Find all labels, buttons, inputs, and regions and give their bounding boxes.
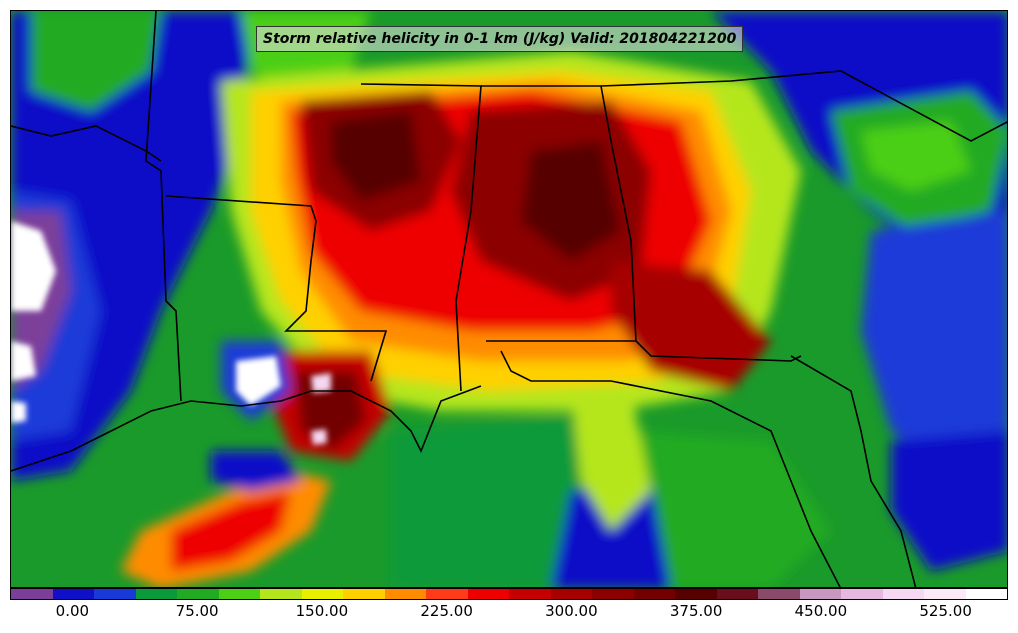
colorbar-tick-label: 75.00: [175, 602, 219, 620]
colorbar-tick-label: 300.00: [545, 602, 598, 620]
colorbar-segment: [218, 589, 260, 599]
colorbar-segment: [633, 589, 675, 599]
colorbar-segment: [716, 589, 758, 599]
colorbar: [10, 588, 1008, 600]
colorbar-segment: [94, 589, 136, 599]
colorbar-segment: [343, 589, 385, 599]
colorbar-tick-label: 225.00: [420, 602, 473, 620]
colorbar-segment: [260, 589, 302, 599]
colorbar-segment: [301, 589, 343, 599]
colorbar-segment: [924, 589, 966, 599]
colorbar-segment: [841, 589, 883, 599]
colorbar-segment: [52, 589, 94, 599]
colorbar-tick-label: 525.00: [919, 602, 972, 620]
colorbar-segment: [426, 589, 468, 599]
colorbar-segment: [675, 589, 717, 599]
map-panel: Storm relative helicity in 0-1 km (J/kg)…: [10, 10, 1008, 588]
colorbar-segment: [135, 589, 177, 599]
colorbar-segment: [758, 589, 800, 599]
helicity-field-map: [11, 11, 1007, 587]
colorbar-tick-label: 0.00: [55, 602, 90, 620]
colorbar-segment: [177, 589, 219, 599]
field-max-patches: [11, 221, 331, 445]
colorbar-segment: [550, 589, 592, 599]
colorbar-tick-labels: 0.00 75.00 150.00 225.00 300.00 375.00 450.00 5…: [10, 602, 1008, 624]
colorbar-tick-label: 150.00: [295, 602, 349, 620]
colorbar-segment: [882, 589, 924, 599]
colorbar-segment: [592, 589, 634, 599]
colorbar-segment: [384, 589, 426, 599]
colorbar-segment: [799, 589, 841, 599]
colorbar-segment: [509, 589, 551, 599]
boundary-lines: [11, 11, 1007, 587]
map-title: Storm relative helicity in 0-1 km (J/kg)…: [256, 26, 744, 52]
colorbar-segment: [467, 589, 509, 599]
colorbar-segment: [965, 589, 1007, 599]
colorbar-tick-label: 375.00: [669, 602, 723, 620]
colorbar-tick-label: 450.00: [794, 602, 848, 620]
colorbar-segment: [11, 589, 53, 599]
